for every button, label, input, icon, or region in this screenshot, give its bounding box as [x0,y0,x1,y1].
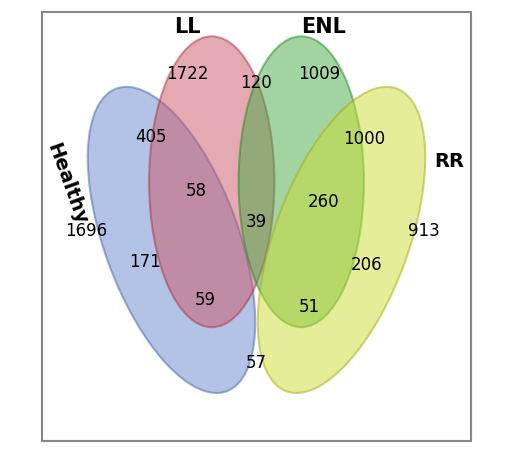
Text: 58: 58 [186,182,207,200]
Text: 1722: 1722 [166,65,208,83]
Text: RR: RR [434,152,464,171]
Text: LL: LL [174,17,201,38]
Text: 913: 913 [408,222,440,240]
Text: 57: 57 [246,354,267,372]
Text: 1009: 1009 [298,65,340,83]
Text: ENL: ENL [301,17,346,38]
Ellipse shape [88,87,255,393]
Text: 1000: 1000 [343,130,385,148]
Text: 59: 59 [194,291,215,309]
Text: 171: 171 [129,253,161,271]
Text: 120: 120 [241,74,272,92]
Ellipse shape [258,87,425,393]
Text: 39: 39 [246,213,267,231]
Text: 206: 206 [350,255,382,274]
Text: 260: 260 [308,193,340,211]
Text: 51: 51 [299,298,320,316]
Ellipse shape [149,36,274,327]
Text: 1696: 1696 [66,222,108,240]
Text: 405: 405 [135,128,167,146]
Ellipse shape [239,36,364,327]
Text: Healthy: Healthy [43,140,90,227]
